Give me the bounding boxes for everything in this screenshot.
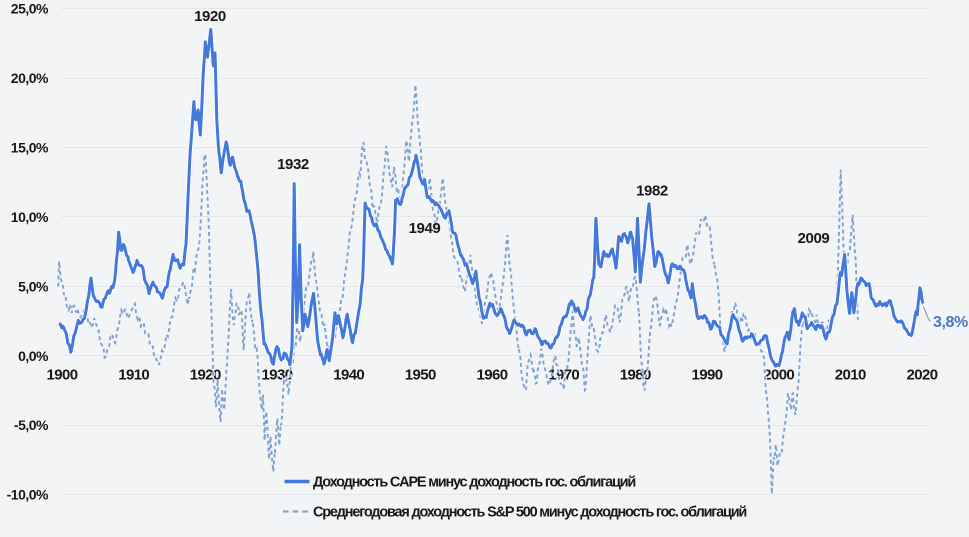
svg-text:1910: 1910 [118, 366, 149, 383]
svg-text:2010: 2010 [835, 366, 866, 383]
svg-text:-5,0%: -5,0% [14, 417, 49, 433]
svg-text:1920: 1920 [194, 8, 226, 25]
svg-text:1949: 1949 [409, 220, 441, 237]
svg-text:20,0%: 20,0% [11, 70, 49, 86]
svg-text:0,0%: 0,0% [18, 348, 49, 364]
svg-text:2020: 2020 [907, 366, 938, 383]
svg-text:3,8%: 3,8% [933, 314, 968, 331]
svg-text:-10,0%: -10,0% [7, 487, 49, 503]
svg-text:25,0%: 25,0% [11, 1, 49, 17]
svg-text:Доходность CAPE минус доходнос: Доходность CAPE минус доходность гос. об… [313, 475, 635, 491]
svg-text:2009: 2009 [798, 230, 830, 247]
svg-text:1940: 1940 [333, 366, 364, 383]
svg-text:1950: 1950 [405, 366, 436, 383]
svg-text:1960: 1960 [477, 366, 508, 383]
svg-text:5,0%: 5,0% [18, 278, 49, 294]
svg-text:2000: 2000 [763, 366, 794, 383]
svg-text:1970: 1970 [548, 366, 579, 383]
svg-text:1932: 1932 [277, 156, 309, 173]
svg-text:1900: 1900 [47, 366, 78, 383]
svg-text:10,0%: 10,0% [11, 209, 49, 225]
svg-text:Среднегодовая доходность S&P 5: Среднегодовая доходность S&P 500 минус д… [313, 505, 746, 521]
svg-text:1930: 1930 [262, 366, 293, 383]
svg-text:1982: 1982 [636, 183, 668, 200]
svg-text:1990: 1990 [692, 366, 723, 383]
svg-text:15,0%: 15,0% [11, 140, 49, 156]
